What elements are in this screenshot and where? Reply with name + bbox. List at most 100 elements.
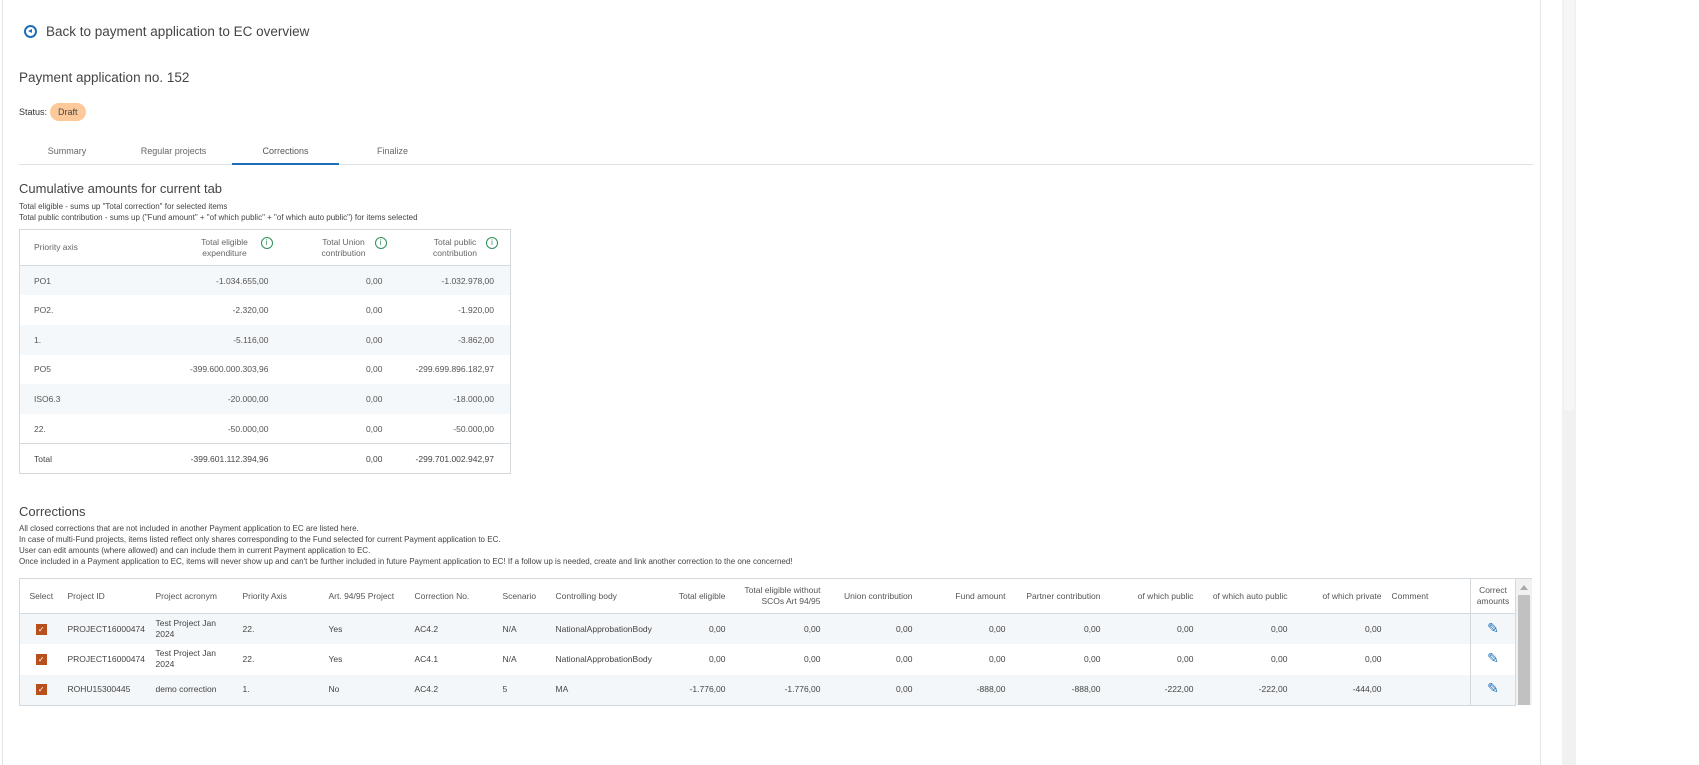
back-link-label: Back to payment application to EC overvi… [46,24,310,39]
of-which-private-cell: 0,00 [1364,653,1382,664]
pencil-icon[interactable]: ✎ [1487,619,1499,636]
col-of-which-public[interactable]: of which public [1105,578,1199,614]
total-union-cell: 0,00 [365,423,383,434]
total-eligible-cell: 0,00 [640,613,731,644]
select-checkbox[interactable]: ✓ [35,623,47,635]
of-which-auto-public-cell: -222,00 [1198,674,1293,705]
total-eligible-without-scos-art-94-95-cell: -1.776,00 [730,674,826,705]
total-union-cell: 0,00 [284,265,399,296]
of-which-public-cell: 0,00 [1176,653,1194,664]
correct-amounts-cell: ✎ [1470,644,1516,675]
col-total-eligible[interactable]: Total eligible [640,578,731,614]
pencil-icon[interactable]: ✎ [1487,680,1499,696]
col-total-public: Total public contribution i [398,229,511,266]
col-art-94-95-project[interactable]: Art. 94/95 Project [323,578,410,614]
partner-contribution-cell: 0,00 [1083,653,1101,664]
col-of-which-private[interactable]: of which private [1292,578,1387,614]
select-checkbox[interactable]: ✓ [35,684,47,695]
union-contribution-cell: 0,00 [825,674,918,705]
col-project-id[interactable]: Project ID [62,578,151,614]
pencil-icon[interactable]: ✎ [1487,649,1499,666]
col-total-union-label: Total Union contribution [321,236,366,258]
select-checkbox[interactable]: ✓ [35,653,47,665]
total-union-cell: 0,00 [284,324,399,355]
col-union-contribution[interactable]: Union contribution [825,578,918,614]
col-controlling-body[interactable]: Controlling body [550,578,641,614]
project-id-cell: ROHU15300445 [62,674,151,705]
col-correct-amounts[interactable]: Correct amounts [1470,578,1516,614]
cumulative-note: Total eligible - sums up "Total correcti… [19,202,228,211]
info-icon[interactable]: i [260,236,273,249]
col-select[interactable]: Select [19,578,63,614]
col-partner-contribution[interactable]: Partner contribution [1010,578,1106,614]
cumulative-row: 1. -5.116,00 0,00 -3.862,00 [19,324,511,355]
info-icon[interactable]: i [374,236,387,249]
total-union-cell: 0,00 [284,384,399,414]
cumulative-total-row: Total -399.601.112.394,96 0,00 -299.701.002… [19,443,511,474]
scroll-up-arrow-icon[interactable] [1520,585,1528,590]
col-correction-no[interactable]: Correction No. [409,578,498,614]
total-public-cell: -299.701.002.942,97 [398,443,511,474]
cumulative-row: PO2. -2.320,00 0,00 -1.920,00 [20,295,511,325]
cumulative-row: PO1 -1.034.655,00 0,00 -1.032.978,00 [19,265,511,296]
table-row: ✓ ROHU15300445 demo correction 1. No AC4.2 5 MA… [19,674,1516,705]
total-union-cell: 0,00 [365,305,383,316]
page-title: Payment application no. 152 [19,70,190,85]
col-total-public-label: Total public contribution [433,236,477,258]
total-eligible-cell: -2.320,00 [232,305,269,316]
total-public-cell: -299.699.896.182,97 [415,364,494,375]
col-of-which-auto-public[interactable]: of which auto public [1198,578,1293,614]
fund-amount-cell: 0,00 [917,613,1011,644]
tab-regular-projects[interactable]: Regular projects [140,146,207,156]
corrections-note: In case of multi-Fund projects, items li… [19,535,501,544]
comment-cell [1386,674,1471,705]
corrections-table: Select Project ID Project acronym Priority … [19,578,1516,706]
corrections-note: All closed corrections that are not incl… [19,524,359,533]
col-total-eligible-label: Total eligible expenditure [201,236,248,258]
corrections-note: User can edit amounts (where allowed) an… [19,546,371,555]
total-public-cell: -1.032.978,00 [398,265,511,296]
total-union-cell: 0,00 [284,443,399,474]
cumulative-table: Priority axis Total eligible expenditure… [19,229,511,475]
col-scenario[interactable]: Scenario [497,578,551,614]
select-cell: ✓ [20,644,63,675]
table-scrollbar[interactable] [1516,578,1532,705]
col-total-union: Total Union contribution i [284,229,399,266]
fund-amount-cell: -888,00 [917,674,1011,705]
page-scrollbar[interactable] [1562,0,1576,765]
fund-amount-cell: 0,00 [988,653,1006,664]
status-label: Status: [19,107,48,117]
page-scrollbar-thumb[interactable] [1564,0,1574,410]
table-scrollbar-thumb[interactable] [1518,595,1530,705]
col-priority-axis[interactable]: Priority Axis [237,578,324,614]
cumulative-heading: Cumulative amounts for current tab [19,181,223,196]
tab-summary[interactable]: Summary [47,146,87,156]
table-row: ✓ PROJECT16000474 Test Project Jan 2024 22.… [19,613,1516,644]
col-total-eligible: Total eligible expenditure i [134,229,285,266]
col-project-acronym[interactable]: Project acronym [150,578,238,614]
priority-axis-cell: PO1 [19,265,135,296]
table-row: ✓ PROJECT16000474 Test Project Jan 2024 22.… [20,644,1516,675]
back-link[interactable]: Back to payment application to EC overvi… [24,24,309,39]
info-icon[interactable]: i [486,236,498,249]
priority-axis-cell: PO2. [34,305,54,316]
total-public-cell: -3.862,00 [398,324,511,355]
tab-corrections[interactable]: Corrections [232,138,339,165]
total-eligible-cell: -1.776,00 [640,674,731,705]
tab-finalize[interactable]: Finalize [376,146,408,156]
total-eligible-cell: -20.000,00 [134,384,285,414]
col-fund-amount[interactable]: Fund amount [917,578,1011,614]
back-arrow-circle-icon [24,25,37,38]
union-contribution-cell: 0,00 [825,613,918,644]
priority-axis-cell: 22. [34,423,46,434]
total-public-cell: -18.000,00 [398,384,511,414]
select-cell: ✓ [19,674,63,705]
project-id-cell: PROJECT16000474 [62,613,151,644]
priority-axis-cell: 1. [19,324,135,355]
scenario-cell: 5 [497,674,551,705]
col-total-eligible-without-scos-art-94-95[interactable]: Total eligible without SCOs Art 94/95 [730,578,826,614]
select-cell: ✓ [19,613,63,644]
priority-axis-cell: PO5 [34,364,52,375]
col-comment[interactable]: Comment [1386,578,1471,614]
correction-no-cell: AC4.2 [409,613,498,644]
